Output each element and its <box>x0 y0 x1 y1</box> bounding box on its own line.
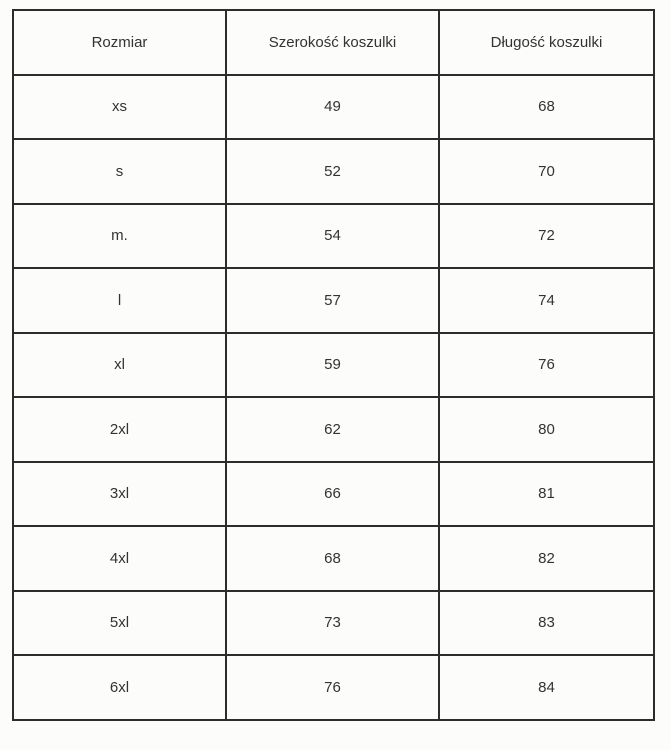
cell-width: 52 <box>225 138 440 205</box>
cell-width: 62 <box>225 396 440 463</box>
cell-size: xl <box>12 331 227 398</box>
cell-size: 4xl <box>12 525 227 592</box>
cell-size: s <box>12 138 227 205</box>
table-row: 5xl 73 83 <box>12 589 655 656</box>
table-row: m. 54 72 <box>12 202 655 269</box>
cell-size: m. <box>12 202 227 269</box>
header-width: Szerokość koszulki <box>225 9 440 76</box>
table-row: 6xl 76 84 <box>12 654 655 721</box>
cell-length: 83 <box>438 589 655 656</box>
cell-length: 82 <box>438 525 655 592</box>
cell-size: xs <box>12 73 227 140</box>
cell-width: 49 <box>225 73 440 140</box>
cell-width: 54 <box>225 202 440 269</box>
cell-size: 5xl <box>12 589 227 656</box>
cell-width: 73 <box>225 589 440 656</box>
table-row: xl 59 76 <box>12 331 655 398</box>
cell-length: 81 <box>438 460 655 527</box>
cell-width: 66 <box>225 460 440 527</box>
table-row: 3xl 66 81 <box>12 460 655 527</box>
cell-size: 2xl <box>12 396 227 463</box>
cell-width: 76 <box>225 654 440 721</box>
cell-width: 59 <box>225 331 440 398</box>
cell-length: 70 <box>438 138 655 205</box>
table-row: s 52 70 <box>12 138 655 205</box>
table-row: xs 49 68 <box>12 73 655 140</box>
cell-width: 57 <box>225 267 440 334</box>
cell-size: 6xl <box>12 654 227 721</box>
cell-size: 3xl <box>12 460 227 527</box>
cell-length: 80 <box>438 396 655 463</box>
table-row: 4xl 68 82 <box>12 525 655 592</box>
cell-size: l <box>12 267 227 334</box>
table-row: l 57 74 <box>12 267 655 334</box>
cell-length: 68 <box>438 73 655 140</box>
table-row: 2xl 62 80 <box>12 396 655 463</box>
header-size: Rozmiar <box>12 9 227 76</box>
size-table: Rozmiar Szerokość koszulki Długość koszu… <box>12 9 655 721</box>
cell-length: 84 <box>438 654 655 721</box>
cell-length: 76 <box>438 331 655 398</box>
cell-length: 74 <box>438 267 655 334</box>
cell-length: 72 <box>438 202 655 269</box>
header-length: Długość koszulki <box>438 9 655 76</box>
header-row: Rozmiar Szerokość koszulki Długość koszu… <box>12 9 655 76</box>
cell-width: 68 <box>225 525 440 592</box>
